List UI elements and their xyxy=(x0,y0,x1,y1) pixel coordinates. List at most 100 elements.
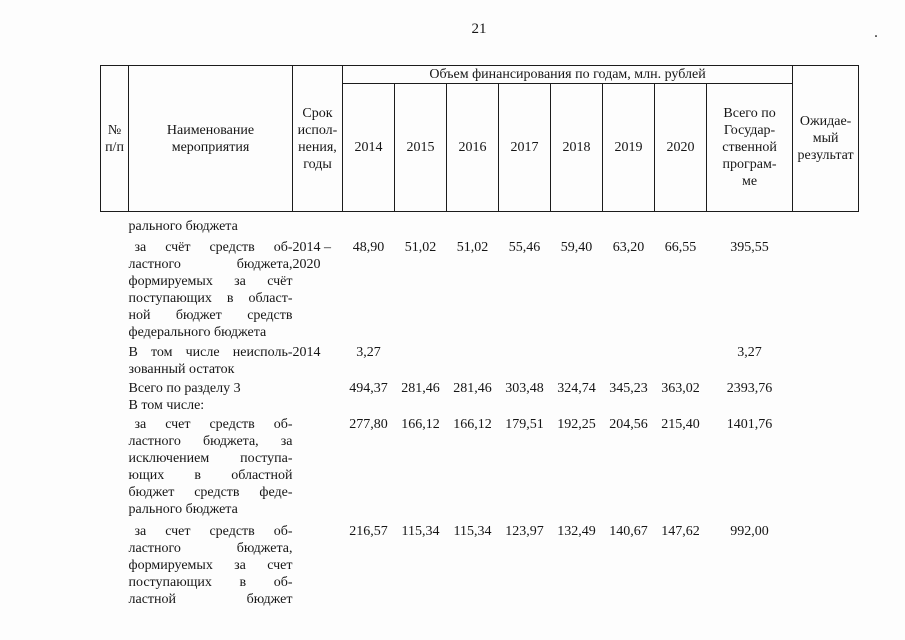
cell-value-2020: 215,40 xyxy=(661,417,700,432)
cell-value-2018: 192,25 xyxy=(557,417,596,432)
cell-num xyxy=(101,414,129,518)
cell-name: В том числе: xyxy=(128,398,205,413)
cell-value-2019: 140,67 xyxy=(609,524,648,539)
cell-value-2015: 281,46 xyxy=(401,381,440,396)
table-row: за счет средств об-ластного бюджета, за и… xyxy=(101,414,859,518)
cell-value-2016 xyxy=(447,341,499,378)
cell-value-2017 xyxy=(499,341,551,378)
header-year-2017: 2017 xyxy=(498,83,551,212)
cell-total: 1401,76 xyxy=(726,417,773,432)
cell-value-2020 xyxy=(655,341,707,378)
header-row-top: № п/п Наименование мероприятия Срок испо… xyxy=(100,65,860,212)
header-row-years: 2014 2015 2016 2017 2018 2019 2020 Всего… xyxy=(101,83,859,212)
header-financing-span: Объем финансирования по годам, млн. рубл… xyxy=(341,65,794,84)
table-row: за счет средств об-ластного бюджета, форм… xyxy=(101,518,859,608)
page-number: 21 xyxy=(471,21,487,37)
table-row: Всего по разделу 3 494,37 281,46 281,46 … xyxy=(101,378,859,397)
cell-value-2016: 166,12 xyxy=(453,417,492,432)
cell-value-2014: 277,80 xyxy=(349,417,388,432)
cell-num xyxy=(101,235,129,341)
cell-value-2015 xyxy=(395,212,447,236)
header-year-2018: 2018 xyxy=(550,83,603,212)
cell-term xyxy=(293,518,343,608)
cell-value-2017 xyxy=(499,397,551,414)
cell-value-2020 xyxy=(655,397,707,414)
cell-value-2019 xyxy=(603,212,655,236)
cell-total xyxy=(707,212,793,236)
cell-value-2018: 59,40 xyxy=(560,240,593,255)
cell-expected xyxy=(793,341,859,378)
cell-value-2017: 123,97 xyxy=(505,524,544,539)
cell-term: 2014 xyxy=(292,345,321,360)
cell-name: рального бюджета xyxy=(128,219,238,234)
cell-expected xyxy=(793,518,859,608)
cell-value-2019: 204,56 xyxy=(609,417,648,432)
cell-value-2020 xyxy=(655,212,707,236)
header-expected: Ожидае- мый результат xyxy=(792,65,860,212)
cell-value-2020: 363,02 xyxy=(661,381,700,396)
cell-value-2020: 66,55 xyxy=(664,240,697,255)
cell-expected xyxy=(793,212,859,236)
cell-value-2014: 48,90 xyxy=(352,240,385,255)
header-year-2015: 2015 xyxy=(394,83,447,212)
header-term: Срок испол- нения, годы xyxy=(292,65,343,212)
scan-artifact-dot: . xyxy=(874,24,878,41)
cell-term xyxy=(293,212,343,236)
cell-term xyxy=(293,397,343,414)
cell-name: за счёт средств об-ластного бюджета, форм… xyxy=(128,240,293,340)
cell-num xyxy=(101,378,129,397)
financing-table: № п/п Наименование мероприятия Срок испо… xyxy=(100,65,860,609)
header-year-2019: 2019 xyxy=(602,83,655,212)
cell-value-2018: 132,49 xyxy=(557,524,596,539)
cell-value-2019 xyxy=(603,397,655,414)
table-row: В том числе неисполь-зованный остаток 20… xyxy=(101,341,859,378)
cell-value-2015: 51,02 xyxy=(404,240,437,255)
cell-total: 2393,76 xyxy=(726,381,773,396)
cell-value-2018 xyxy=(551,397,603,414)
cell-value-2019 xyxy=(603,341,655,378)
cell-expected xyxy=(793,378,859,397)
cell-value-2018 xyxy=(551,212,603,236)
header-total: Всего по Государ- ственной програм- ме xyxy=(705,83,794,212)
cell-value-2016: 281,46 xyxy=(453,381,492,396)
table-row: В том числе: xyxy=(101,397,859,414)
header-year-2016: 2016 xyxy=(446,83,499,212)
cell-num xyxy=(101,397,129,414)
cell-value-2017: 55,46 xyxy=(508,240,541,255)
header-name: Наименование мероприятия xyxy=(128,65,293,212)
cell-value-2019: 63,20 xyxy=(612,240,645,255)
cell-num xyxy=(101,341,129,378)
cell-num xyxy=(101,212,129,236)
cell-name: за счет средств об-ластного бюджета, форм… xyxy=(128,524,293,607)
table-body: рального бюджета за счёт средств об-ласт… xyxy=(101,212,859,609)
cell-value-2015: 115,34 xyxy=(401,524,440,539)
cell-expected xyxy=(793,235,859,341)
cell-value-2014: 494,37 xyxy=(349,381,388,396)
cell-total: 992,00 xyxy=(730,524,769,539)
cell-value-2019: 345,23 xyxy=(609,381,648,396)
cell-expected xyxy=(793,397,859,414)
cell-value-2016 xyxy=(447,212,499,236)
cell-num xyxy=(101,518,129,608)
cell-value-2014 xyxy=(343,397,395,414)
table-row: за счёт средств об-ластного бюджета, форм… xyxy=(101,235,859,341)
cell-value-2014: 3,27 xyxy=(356,345,381,360)
cell-expected xyxy=(793,414,859,518)
cell-value-2017 xyxy=(499,212,551,236)
cell-term: 2014 – 2020 xyxy=(292,240,332,272)
cell-total: 3,27 xyxy=(737,345,762,360)
header-year-2014: 2014 xyxy=(342,83,395,212)
cell-name: Всего по разделу 3 xyxy=(128,381,241,396)
cell-value-2016: 115,34 xyxy=(453,524,492,539)
cell-value-2016 xyxy=(447,397,499,414)
cell-value-2015: 166,12 xyxy=(401,417,440,432)
cell-value-2020: 147,62 xyxy=(661,524,700,539)
cell-term xyxy=(293,378,343,397)
cell-total: 395,55 xyxy=(730,240,769,255)
table-row: рального бюджета xyxy=(101,212,859,236)
cell-value-2018 xyxy=(551,341,603,378)
cell-value-2017: 303,48 xyxy=(505,381,544,396)
cell-value-2015 xyxy=(395,397,447,414)
header-num: № п/п xyxy=(100,65,129,212)
